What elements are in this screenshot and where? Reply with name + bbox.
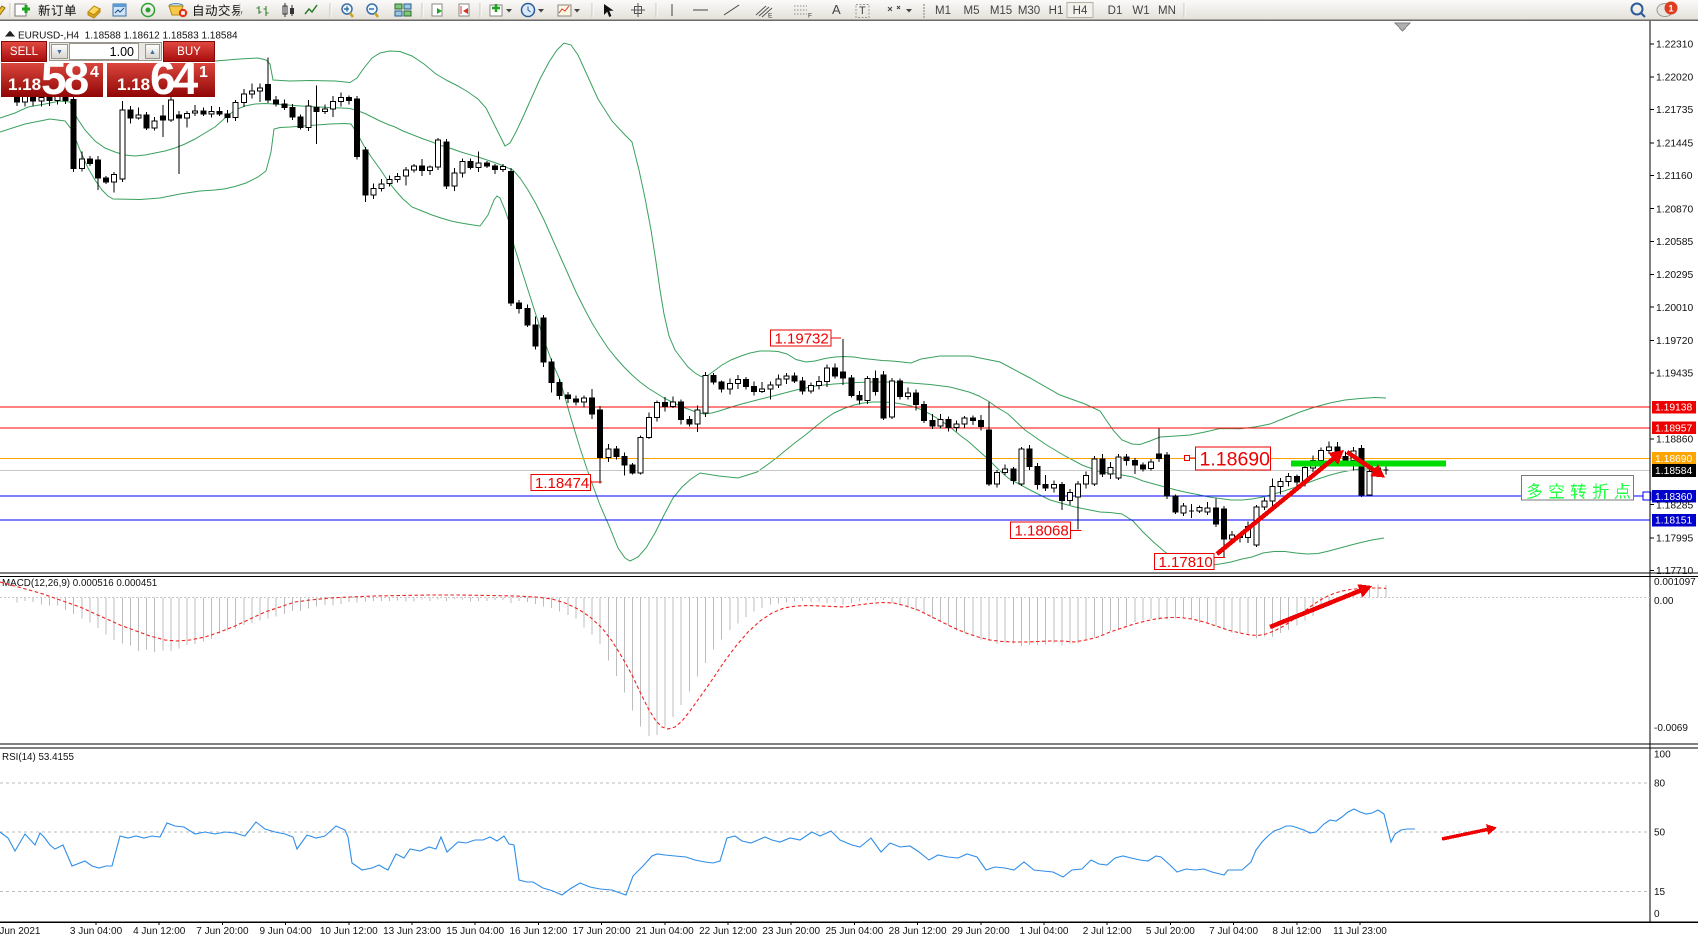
svg-text:1.18068: 1.18068 — [1015, 523, 1069, 540]
svg-text:29 Jun 20:00: 29 Jun 20:00 — [952, 926, 1010, 937]
svg-text:EURUSD-,H4 1.18588 1.18612 1.: EURUSD-,H4 1.18588 1.18612 1.18583 1.185… — [18, 31, 238, 42]
svg-text:0.001097: 0.001097 — [1654, 577, 1696, 588]
svg-text:5 Jul 20:00: 5 Jul 20:00 — [1146, 926, 1195, 937]
svg-text:1.18474: 1.18474 — [535, 475, 589, 492]
svg-text:1.18860: 1.18860 — [1656, 435, 1693, 446]
svg-text:1.18690: 1.18690 — [1200, 449, 1271, 471]
svg-text:7 Jun 20:00: 7 Jun 20:00 — [196, 926, 249, 937]
svg-text:100: 100 — [1654, 750, 1671, 761]
svg-text:M15: M15 — [990, 5, 1012, 17]
svg-text:1.22310: 1.22310 — [1656, 39, 1693, 50]
svg-text:1.18285: 1.18285 — [1656, 500, 1693, 511]
svg-text:1.20295: 1.20295 — [1656, 270, 1693, 281]
svg-text:E: E — [768, 13, 773, 20]
svg-text:22 Jun 12:00: 22 Jun 12:00 — [699, 926, 757, 937]
svg-text:1.18690: 1.18690 — [1655, 454, 1692, 465]
svg-text:1.17995: 1.17995 — [1656, 534, 1693, 545]
svg-text:23 Jun 20:00: 23 Jun 20:00 — [762, 926, 820, 937]
svg-text:28 Jun 12:00: 28 Jun 12:00 — [889, 926, 947, 937]
svg-text:1.19720: 1.19720 — [1656, 336, 1693, 347]
svg-text:1.18360: 1.18360 — [1655, 492, 1692, 503]
svg-text:1.21445: 1.21445 — [1656, 139, 1693, 150]
svg-text:W1: W1 — [1132, 5, 1149, 17]
svg-text:-0.0069: -0.0069 — [1654, 723, 1688, 734]
svg-text:15: 15 — [1654, 887, 1666, 898]
svg-text:MACD(12,26,9) 0.000516 0.00045: MACD(12,26,9) 0.000516 0.000451 — [2, 578, 157, 589]
svg-text:M5: M5 — [964, 5, 980, 17]
svg-text:4 Jun 12:00: 4 Jun 12:00 — [133, 926, 186, 937]
svg-text:1.17810: 1.17810 — [1159, 554, 1213, 571]
svg-text:1.20010: 1.20010 — [1656, 303, 1693, 314]
svg-text:1.21160: 1.21160 — [1656, 171, 1693, 182]
svg-text:15 Jun 04:00: 15 Jun 04:00 — [446, 926, 504, 937]
svg-text:0.00: 0.00 — [1654, 596, 1674, 607]
svg-text:1 Jun 2021: 1 Jun 2021 — [0, 926, 41, 937]
svg-text:1.19435: 1.19435 — [1656, 369, 1693, 380]
svg-text:1.20870: 1.20870 — [1656, 204, 1693, 215]
svg-text:1.19732: 1.19732 — [775, 330, 829, 347]
svg-text:17 Jun 20:00: 17 Jun 20:00 — [573, 926, 631, 937]
svg-text:80: 80 — [1654, 779, 1666, 790]
svg-text:H1: H1 — [1049, 5, 1064, 17]
svg-text:M30: M30 — [1018, 5, 1040, 17]
svg-text:0: 0 — [1654, 909, 1660, 920]
svg-text:A: A — [832, 2, 841, 17]
svg-text:2 Jul 12:00: 2 Jul 12:00 — [1083, 926, 1132, 937]
svg-text:3 Jun 04:00: 3 Jun 04:00 — [70, 926, 123, 937]
svg-text:1: 1 — [1668, 4, 1673, 14]
svg-text:F: F — [808, 13, 812, 20]
svg-text:21 Jun 04:00: 21 Jun 04:00 — [636, 926, 694, 937]
svg-text:16 Jun 12:00: 16 Jun 12:00 — [509, 926, 567, 937]
svg-text:10 Jun 12:00: 10 Jun 12:00 — [320, 926, 378, 937]
svg-text:11 Jul 23:00: 11 Jul 23:00 — [1333, 926, 1387, 937]
svg-text:1.22020: 1.22020 — [1656, 73, 1693, 84]
svg-text:H4: H4 — [1073, 5, 1088, 17]
svg-text:7 Jul 04:00: 7 Jul 04:00 — [1209, 926, 1258, 937]
svg-text:D1: D1 — [1108, 5, 1123, 17]
svg-text:1.18151: 1.18151 — [1655, 516, 1692, 527]
svg-text:M1: M1 — [935, 5, 951, 17]
svg-text:1.17710: 1.17710 — [1656, 566, 1693, 577]
svg-text:1.18957: 1.18957 — [1655, 423, 1692, 434]
svg-text:50: 50 — [1654, 828, 1666, 839]
svg-text:1.20585: 1.20585 — [1656, 237, 1693, 248]
svg-text:MN: MN — [1158, 5, 1176, 17]
svg-text:T: T — [859, 5, 866, 17]
svg-text:1.19138: 1.19138 — [1655, 403, 1692, 414]
svg-text:1.21735: 1.21735 — [1656, 105, 1693, 116]
svg-text:25 Jun 04:00: 25 Jun 04:00 — [825, 926, 883, 937]
svg-text:13 Jun 23:00: 13 Jun 23:00 — [383, 926, 441, 937]
svg-text:8 Jul 12:00: 8 Jul 12:00 — [1272, 926, 1321, 937]
svg-text:1.18584: 1.18584 — [1655, 466, 1692, 477]
svg-text:RSI(14) 53.4155: RSI(14) 53.4155 — [2, 752, 74, 763]
svg-text:1 Jul 04:00: 1 Jul 04:00 — [1020, 926, 1069, 937]
svg-text:9 Jun 04:00: 9 Jun 04:00 — [259, 926, 312, 937]
